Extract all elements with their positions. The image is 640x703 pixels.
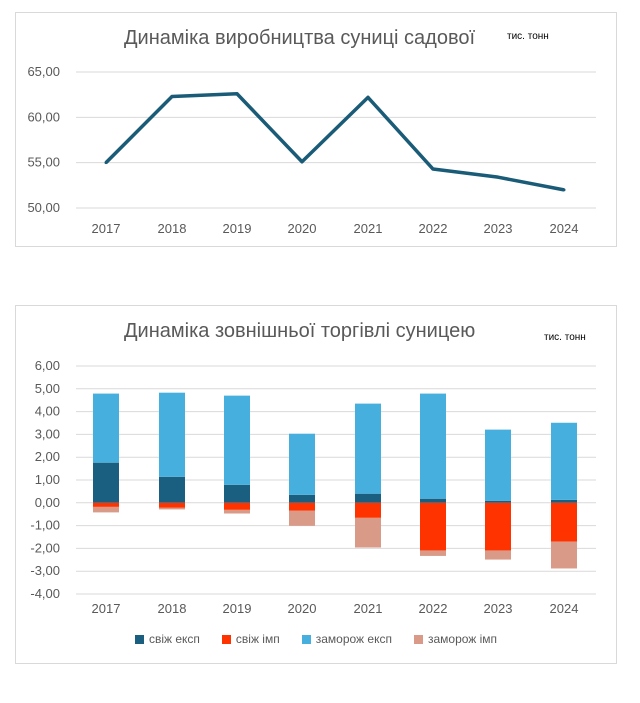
- legend-item: заморож експ: [301, 632, 392, 646]
- bar-segment: [420, 550, 446, 556]
- legend-item: свіж імп: [221, 632, 280, 646]
- x-tick-label: 2021: [354, 601, 383, 616]
- bar-segment: [551, 502, 577, 542]
- trade-chart: Динаміка зовнішньої торгівлі суницею тис…: [15, 305, 617, 664]
- bar-segment: [224, 502, 250, 510]
- data-point: [562, 188, 566, 192]
- legend-label: свіж імп: [235, 632, 280, 646]
- bar-segment: [93, 462, 119, 503]
- data-point: [300, 160, 304, 164]
- bar-segment: [485, 502, 511, 551]
- legend-swatch: [221, 634, 231, 644]
- bar-segment: [355, 517, 381, 548]
- bar-segment: [420, 393, 446, 499]
- x-tick-label: 2024: [550, 601, 579, 616]
- bar-segment: [159, 507, 185, 510]
- unit-label: тис. тонн: [544, 332, 586, 343]
- bar-segment: [355, 493, 381, 503]
- bar-segment: [93, 502, 119, 507]
- series-line: [104, 92, 565, 192]
- legend-item: заморож імп: [413, 632, 498, 646]
- x-tick-label: 2022: [419, 601, 448, 616]
- bar-segment: [289, 433, 315, 495]
- bar-segment: [551, 499, 577, 503]
- y-tick-label: -4,00: [30, 586, 60, 601]
- bar-segment: [551, 422, 577, 500]
- data-point: [366, 95, 370, 99]
- y-tick-label: -1,00: [30, 518, 60, 533]
- x-tick-label: 2018: [158, 221, 187, 236]
- bar-segment: [355, 502, 381, 518]
- y-tick-label: 5,00: [35, 381, 60, 396]
- y-tick-label: 65,00: [27, 64, 60, 79]
- bar-segment: [159, 502, 185, 508]
- chart-title: Динаміка виробництва суниці садової: [124, 27, 476, 49]
- chart-title: Динаміка зовнішньої торгівлі суницею: [124, 320, 476, 342]
- y-tick-label: 60,00: [27, 109, 60, 124]
- data-point: [235, 92, 239, 96]
- bar-segment: [224, 395, 250, 485]
- bar-segment: [485, 500, 511, 503]
- y-tick-label: 3,00: [35, 426, 60, 441]
- bar-segment: [420, 502, 446, 551]
- y-tick-label: 4,00: [35, 404, 60, 419]
- y-tick-label: 6,00: [35, 358, 60, 373]
- bar-segment: [289, 494, 315, 503]
- y-tick-label: 0,00: [35, 495, 60, 510]
- bar-plot: -4,00 -3,00 -2,00 -1,00 0,00 1,00 2,00 3,00 4,00…: [30, 358, 596, 616]
- x-tick-label: 2019: [223, 601, 252, 616]
- x-tick-label: 2024: [550, 221, 579, 236]
- y-tick-label: -3,00: [30, 563, 60, 578]
- y-tick-label: 55,00: [27, 155, 60, 170]
- data-point: [496, 175, 500, 179]
- x-tick-label: 2020: [288, 601, 317, 616]
- bar-segment: [224, 509, 250, 514]
- data-point: [104, 161, 108, 165]
- x-tick-label: 2018: [158, 601, 187, 616]
- bar-segment: [420, 498, 446, 503]
- bar-segment: [485, 550, 511, 560]
- bar-segment: [551, 541, 577, 569]
- legend-swatch: [134, 634, 144, 644]
- legend-label: заморож імп: [427, 632, 498, 646]
- unit-label: тис. тонн: [507, 31, 549, 42]
- bar-segment: [224, 484, 250, 503]
- x-tick-label: 2017: [92, 221, 121, 236]
- bar-segment: [159, 392, 185, 477]
- x-tick-label: 2023: [484, 221, 513, 236]
- legend-label: заморож експ: [315, 632, 392, 646]
- bar-segment: [355, 403, 381, 494]
- bar-segment: [485, 429, 511, 501]
- legend-swatch: [301, 634, 311, 644]
- legend: свіж експ свіж імп заморож експ заморож …: [16, 632, 616, 646]
- bar-segment: [289, 502, 315, 511]
- y-tick-label: -2,00: [30, 540, 60, 555]
- x-tick-label: 2021: [354, 221, 383, 236]
- x-tick-label: 2017: [92, 601, 121, 616]
- bar-segment: [289, 510, 315, 526]
- data-point: [170, 94, 174, 98]
- legend-item: свіж експ: [134, 632, 200, 646]
- bar-segment: [93, 506, 119, 513]
- legend-swatch: [413, 634, 423, 644]
- x-tick-label: 2020: [288, 221, 317, 236]
- bar-segment: [93, 393, 119, 463]
- y-tick-label: 1,00: [35, 472, 60, 487]
- x-tick-label: 2022: [419, 221, 448, 236]
- x-tick-label: 2019: [223, 221, 252, 236]
- x-tick-label: 2023: [484, 601, 513, 616]
- legend-label: свіж експ: [148, 632, 200, 646]
- y-tick-label: 2,00: [35, 449, 60, 464]
- bar-segment: [159, 476, 185, 503]
- y-tick-label: 50,00: [27, 200, 60, 215]
- data-point: [431, 167, 435, 171]
- production-chart: Динаміка виробництва суниці садової тис.…: [15, 12, 617, 247]
- line-plot: 50,00 55,00 60,00 65,00 2017 2018 2019 2020 2021…: [27, 64, 596, 236]
